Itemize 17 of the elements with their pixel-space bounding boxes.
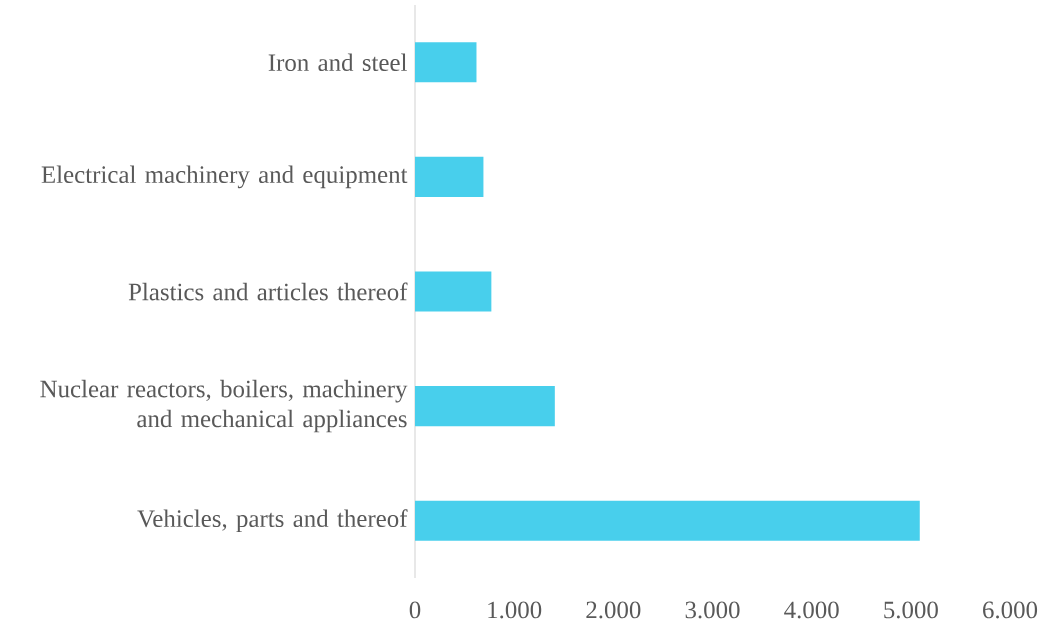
x-tick-label: 6.000 [983, 601, 1038, 619]
y-tick-label: Iron and steel [268, 53, 407, 72]
x-tick-label: 2.000 [586, 601, 641, 619]
y-tick-label: Vehicles, parts and thereof [137, 509, 408, 533]
y-tick-label: Plastics and articles thereof [128, 282, 408, 301]
y-tick-label: Nuclear reactors, boilers, machinery and mechanical appliances [40, 379, 408, 433]
x-tick-label: 4.000 [784, 601, 839, 619]
bar [415, 271, 492, 312]
x-tick-label: 0 [409, 601, 421, 619]
x-tick-label: 5.000 [884, 601, 938, 619]
bar [415, 500, 920, 541]
bar [415, 156, 484, 197]
y-tick-label: Electrical machinery and equipment [41, 165, 408, 189]
bar [415, 386, 555, 427]
x-tick-label: 3.000 [685, 601, 740, 619]
bar [415, 42, 477, 83]
x-tick-label: 1.000 [488, 601, 542, 619]
